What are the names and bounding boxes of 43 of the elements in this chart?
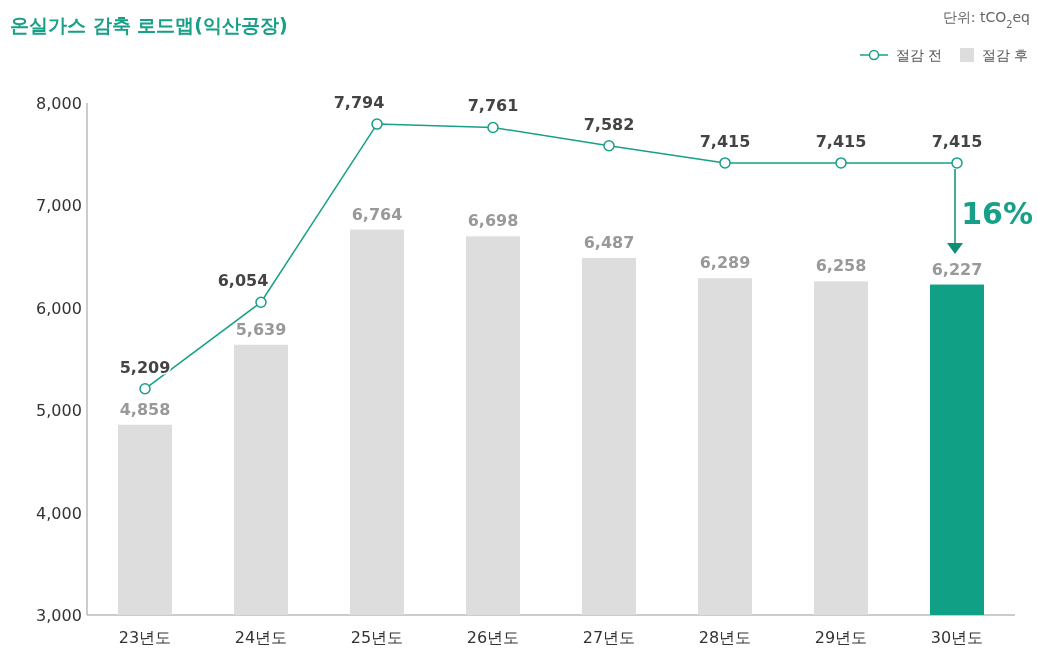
y-tick-label: 7,000 (36, 196, 82, 216)
data-label: 7,582 (583, 114, 635, 134)
x-tick-label: 26년도 (466, 628, 520, 647)
y-tick-label: 4,000 (36, 503, 82, 523)
x-tick-label: 28년도 (698, 628, 752, 647)
y-tick-label: 5,000 (36, 401, 82, 421)
annotation: 16% (961, 195, 1033, 231)
x-tick-label: 29년도 (814, 628, 868, 647)
point (139, 383, 151, 395)
point (835, 157, 847, 169)
y-tick-label: 3,000 (36, 606, 82, 625)
data-label: 7,794 (333, 93, 385, 113)
point (487, 121, 499, 134)
data-label: 6,258 (815, 256, 867, 276)
y-tick-label: 6,000 (36, 298, 82, 318)
data-label: 7,415 (699, 131, 751, 151)
data-label: 6,227 (931, 259, 983, 279)
x-tick-label: 25년도 (350, 628, 404, 647)
point (951, 157, 963, 169)
data-label: 6,764 (351, 204, 403, 224)
text: 단위: tCO$_{2}$eq (942, 9, 1030, 30)
data-label: 6,698 (467, 211, 519, 231)
data-label: 4,858 (119, 399, 171, 419)
x-tick-label: 30년도 (930, 628, 984, 647)
data-label: 7,415 (815, 131, 867, 151)
legend-label: 절감 후 (982, 47, 1029, 63)
point (371, 118, 383, 130)
x-tick-label: 23년도 (118, 628, 172, 647)
data-label: 6,289 (699, 253, 751, 273)
data-label: 5,639 (235, 319, 287, 339)
data-label: 6,487 (583, 232, 635, 252)
y-tick-label: 8,000 (36, 94, 82, 113)
chart-title: 온실가스 감축 로드맵(익산공장) (10, 14, 288, 36)
x-tick-label: 27년도 (582, 628, 636, 647)
point (719, 157, 731, 169)
data-label: 6,054 (217, 271, 269, 291)
data-label: 7,415 (931, 131, 983, 151)
point (255, 296, 267, 309)
data-label: 5,209 (119, 357, 171, 377)
point (603, 140, 615, 152)
data-label: 7,761 (467, 96, 519, 116)
legend-label: 절감 전 (896, 47, 943, 63)
x-tick-label: 24년도 (234, 628, 288, 647)
